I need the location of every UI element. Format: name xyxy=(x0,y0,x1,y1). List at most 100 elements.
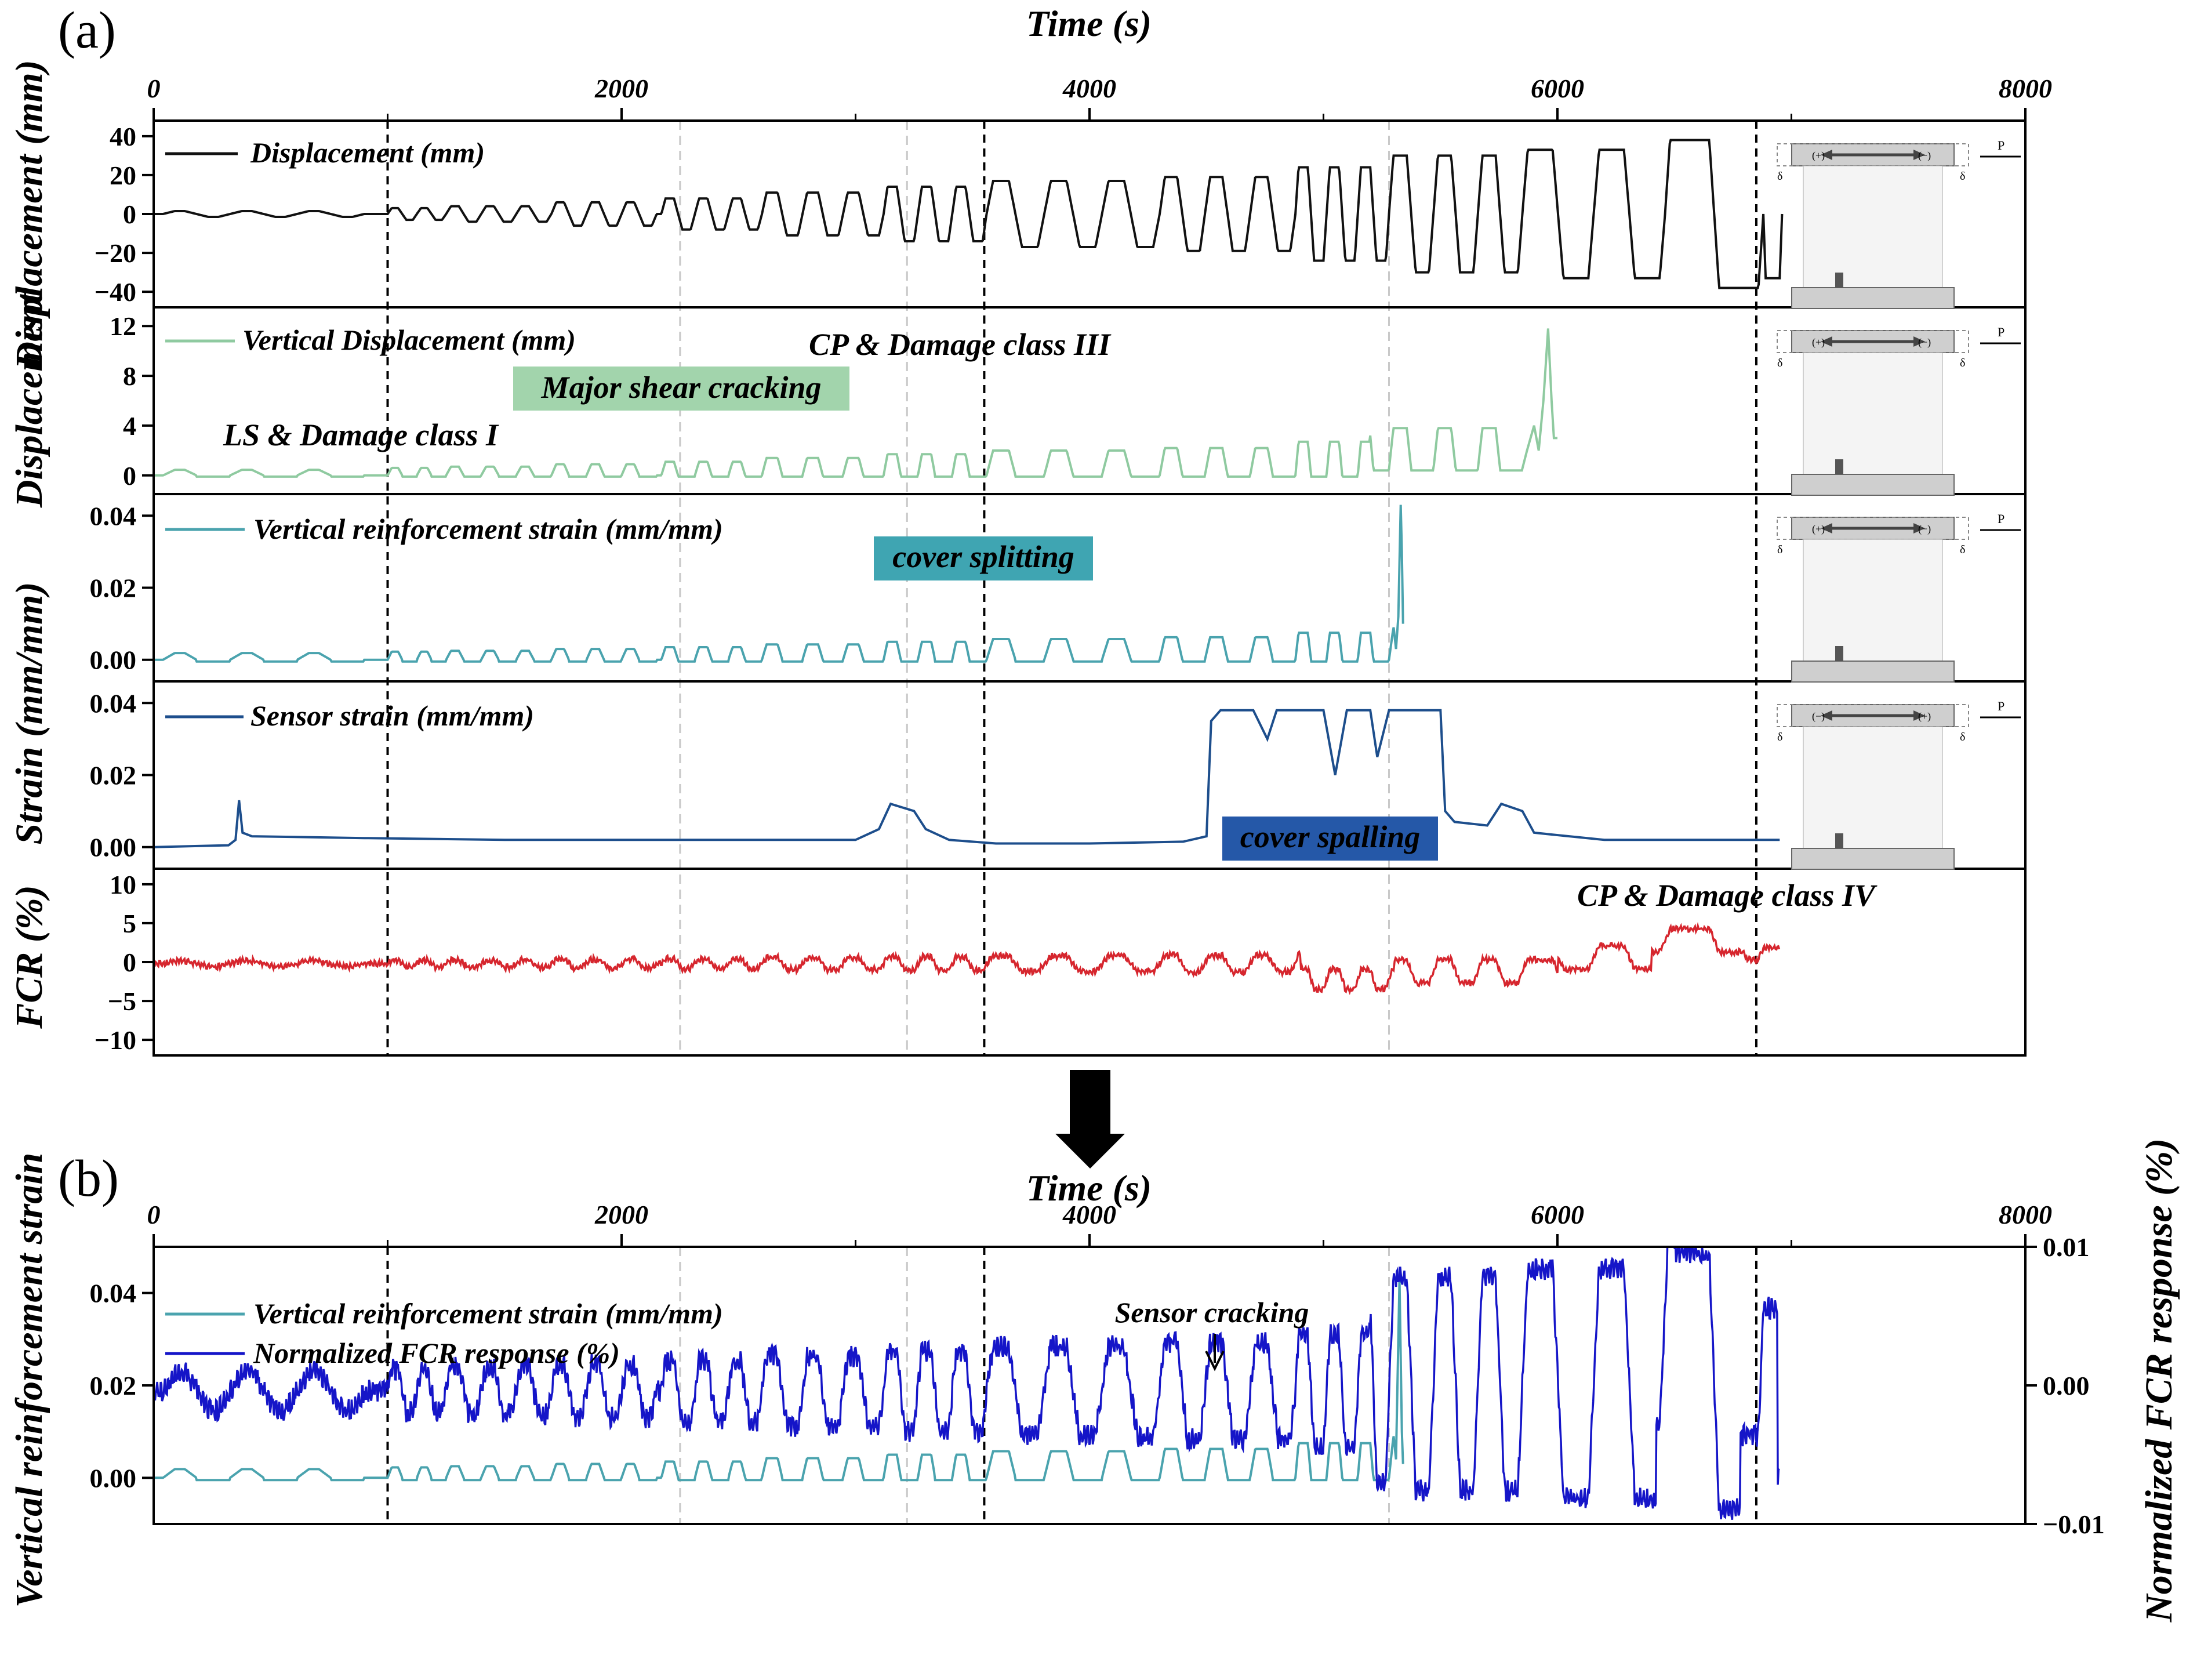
schematic-foundation xyxy=(1791,661,1955,683)
vertical-reinforcement-strain-line xyxy=(154,505,1404,663)
schematic-foundation xyxy=(1791,848,1955,870)
panel-b-y-tick-label-0: 0.04 xyxy=(90,1279,137,1308)
schematic-delta-left: δ xyxy=(1777,731,1782,743)
panel-b-y-tick-label-2: 0.00 xyxy=(90,1463,137,1493)
panel-a-time-axis-title: Time (s) xyxy=(1026,3,1152,44)
panel-a-label: (a) xyxy=(58,2,116,59)
panel-a1-y-tick-label-0: 40 xyxy=(110,122,136,151)
b-normalized-fcr-line xyxy=(154,1247,1780,1521)
schematic-delta-left: δ xyxy=(1777,357,1782,369)
schematic-sensor xyxy=(1835,459,1843,474)
panel-b-label: (b) xyxy=(58,1150,119,1207)
panel-a5-y-tick-label-3: −5 xyxy=(108,986,136,1016)
schematic-delta-right: δ xyxy=(1960,170,1965,183)
annotation-cover-spalling: cover spalling xyxy=(1240,819,1420,854)
panel-a5-y-tick-label-4: −10 xyxy=(95,1025,136,1055)
schematic-sign-right: (+) xyxy=(1918,710,1931,723)
annotation-sensor-cracking: Sensor cracking xyxy=(1115,1296,1309,1329)
ylabel-vertical-reinforcement-strain: Vertical reinforcement strain xyxy=(8,1153,50,1608)
schematic-arrowhead-left xyxy=(1821,336,1832,347)
schematic-delta-right: δ xyxy=(1960,731,1965,743)
schematic-arrowhead-right xyxy=(1913,523,1925,534)
schematic-sign-left: (−) xyxy=(1812,710,1825,723)
panel-b-time-axis-title: Time (s) xyxy=(1026,1167,1152,1209)
panel-a1-y-tick-label-3: −20 xyxy=(95,238,136,268)
panel-b-right-tick-label-1: 0.00 xyxy=(2043,1371,2090,1400)
sensor-cracking-arrow-head xyxy=(1205,1351,1225,1371)
annotation-box-cover-spalling xyxy=(1222,817,1438,861)
panel-a1-y-tick-label-4: −40 xyxy=(95,277,136,307)
annotation-cp-damage-iv: CP & Damage class IV xyxy=(1577,878,1878,913)
panel-b-frame xyxy=(152,1246,2027,1525)
panel-b-y-tick-label-1: 0.02 xyxy=(90,1371,137,1400)
schematic-load-label: P xyxy=(1998,699,2004,713)
schematic-arrowhead-right xyxy=(1913,150,1925,160)
schematic-column-body xyxy=(1803,539,1943,662)
legend-b-vertical-reinforcement-strain: Vertical reinforcement strain (mm/mm) xyxy=(253,1297,723,1330)
panel-a5-y-tick-label-2: 0 xyxy=(123,948,136,977)
schematic-arrowhead-right xyxy=(1913,336,1925,347)
ylabel-displacement-2: Displacement xyxy=(8,292,50,508)
panel-b-x-tick-label-0: 0 xyxy=(147,1200,161,1229)
schematic-sensor xyxy=(1835,646,1843,661)
displacement-line xyxy=(154,139,1784,289)
schematic-delta-right: δ xyxy=(1960,357,1965,369)
panel-a2-y-tick-label-3: 0 xyxy=(123,461,136,491)
annotation-box-major-shear xyxy=(513,367,849,411)
panel-a3-y-tick-label-0: 0.04 xyxy=(90,501,137,531)
panel-a4-y-tick-label-0: 0.04 xyxy=(90,688,137,718)
schematic-foundation xyxy=(1791,474,1955,496)
panel-b-x-tick-label-4: 8000 xyxy=(1999,1200,2052,1229)
panel-a5-y-tick-label-1: 5 xyxy=(123,909,136,938)
panel-a-x-tick-label-1: 2000 xyxy=(594,74,648,103)
schematic-load-label: P xyxy=(1998,325,2004,339)
ylabel-strain: Strain (mm/mm) xyxy=(8,582,50,845)
schematic-column-body xyxy=(1803,726,1943,849)
schematic-arrowhead-left xyxy=(1821,150,1832,160)
vertical-displacement-line xyxy=(154,328,1557,478)
schematic-column-body xyxy=(1803,352,1943,475)
schematic-foundation xyxy=(1791,287,1955,309)
fcr-line xyxy=(154,921,1781,996)
column-schematic-2: (+) (−) Pδ δ xyxy=(1777,325,2021,496)
schematic-delta-left: δ xyxy=(1777,543,1782,556)
panel-a2-y-tick-label-2: 4 xyxy=(123,411,136,441)
legend-displacement: Displacement (mm) xyxy=(250,136,485,169)
legend-vertical-displacement: Vertical Displacement (mm) xyxy=(242,324,576,356)
panel-b-x-tick-label-2: 4000 xyxy=(1062,1200,1116,1229)
ylabel-fcr: FCR (%) xyxy=(8,885,50,1029)
panel-a3-y-tick-label-1: 0.02 xyxy=(90,574,137,603)
annotation-cover-splitting: cover splitting xyxy=(892,539,1074,574)
transition-arrow xyxy=(1055,1070,1125,1169)
schematic-sign-left: (+) xyxy=(1812,150,1825,162)
schematic-sensor xyxy=(1835,833,1843,848)
guide-lines-layer xyxy=(386,121,1757,1524)
panel-a2-y-tick-label-0: 12 xyxy=(110,311,136,341)
column-schematic-3: (+) (−) Pδ δ xyxy=(1777,511,2021,683)
schematic-load-label: P xyxy=(1998,511,2004,526)
panel-b-x-tick-label-3: 6000 xyxy=(1531,1200,1584,1229)
legend-vertical-reinforcement-strain: Vertical reinforcement strain (mm/mm) xyxy=(253,513,723,545)
schematic-load-label: P xyxy=(1998,138,2004,153)
panel-a4-y-tick-label-1: 0.02 xyxy=(90,761,137,790)
schematic-column-body xyxy=(1803,165,1943,288)
panel-a5-y-tick-label-0: 10 xyxy=(110,870,136,899)
legend-b-normalized-fcr: Normalized FCR response (%) xyxy=(253,1337,620,1369)
annotation-cp-damage-iii: CP & Damage class III xyxy=(809,327,1112,362)
panel-a-x-tick-label-0: 0 xyxy=(147,74,161,103)
sensor-strain-line xyxy=(154,709,1780,848)
panel-a1-y-tick-label-2: 0 xyxy=(123,199,136,229)
schematic-arrowhead-right xyxy=(1913,710,1925,721)
annotation-box-cover-splitting xyxy=(874,536,1093,580)
panel-a-x-tick-label-2: 4000 xyxy=(1062,74,1116,103)
panel-b-right-tick-label-2: −0.01 xyxy=(2043,1510,2105,1539)
annotation-ls-damage-i: LS & Damage class I xyxy=(223,418,499,452)
schematic-delta-left: δ xyxy=(1777,170,1782,183)
ylabel-normalized-fcr: Normalized FCR response (%) xyxy=(2138,1138,2180,1623)
column-schematic-1: (+) (−) Pδ δ xyxy=(1777,138,2021,309)
panel-a-x-tick-label-3: 6000 xyxy=(1531,74,1584,103)
annotation-major-shear-cracking: Major shear cracking xyxy=(540,370,821,405)
b-vertical-reinforcement-strain-line xyxy=(154,1279,1404,1482)
